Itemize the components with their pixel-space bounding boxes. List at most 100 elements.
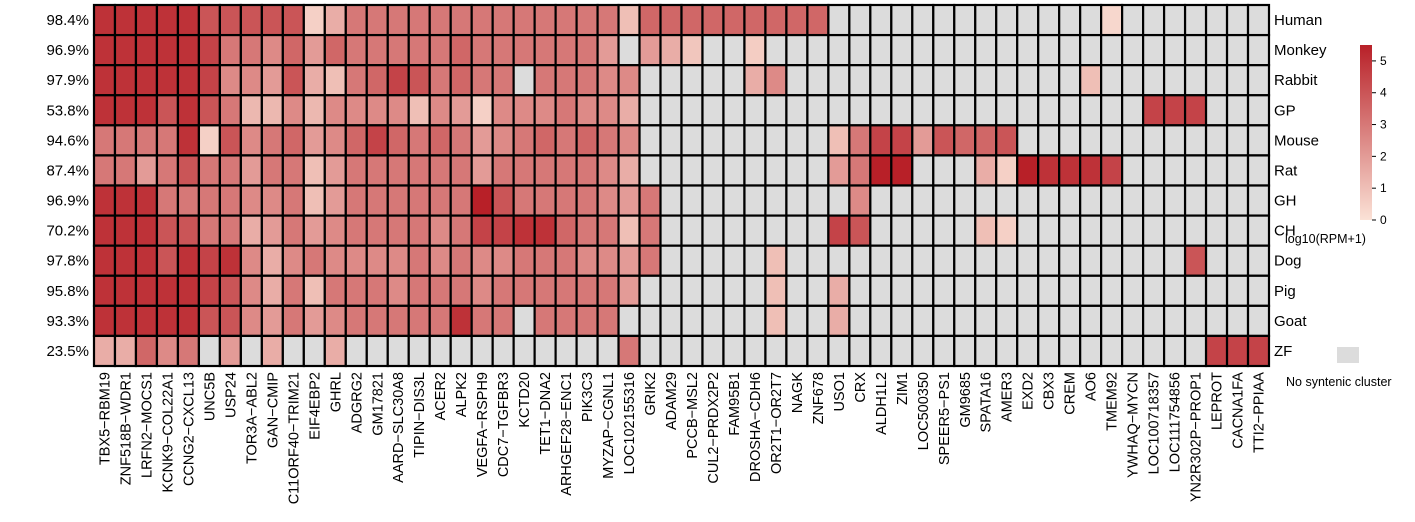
column-label: FAM95B1 bbox=[727, 372, 743, 436]
row-percentage: 53.8% bbox=[46, 102, 89, 119]
heatmap-cell bbox=[281, 214, 305, 247]
heatmap-cell bbox=[995, 244, 1019, 277]
heatmap-cell bbox=[995, 154, 1019, 187]
heatmap-cell bbox=[1246, 334, 1271, 368]
heatmap-cell bbox=[512, 64, 536, 97]
heatmap-cell bbox=[596, 184, 620, 217]
heatmap-cell bbox=[1204, 124, 1229, 157]
heatmap-cell bbox=[1016, 64, 1040, 97]
heatmap-cell bbox=[344, 184, 368, 217]
heatmap-cell bbox=[932, 184, 956, 217]
heatmap-cell bbox=[848, 94, 872, 127]
heatmap-cell bbox=[1058, 94, 1082, 127]
heatmap-cell bbox=[680, 3, 704, 37]
row-label: GH bbox=[1274, 193, 1297, 210]
heatmap-cell bbox=[554, 334, 578, 368]
row-percentage: 23.5% bbox=[46, 343, 89, 360]
heatmap-cell bbox=[827, 304, 851, 338]
heatmap-cell bbox=[1121, 334, 1145, 368]
column-label: LOC111754856 bbox=[1168, 372, 1184, 472]
heatmap-cell bbox=[1016, 334, 1040, 368]
heatmap-cell bbox=[512, 33, 536, 67]
heatmap-cell bbox=[428, 334, 452, 368]
row-percentage: 98.4% bbox=[46, 12, 89, 29]
heatmap-cell bbox=[449, 64, 473, 97]
heatmap-cell bbox=[806, 184, 830, 217]
heatmap-cell bbox=[1037, 94, 1061, 127]
heatmap-cell bbox=[575, 64, 599, 97]
colorbar-ticks: 0 1 2 3 4 5 bbox=[1372, 54, 1387, 227]
heatmap-cell bbox=[302, 3, 326, 37]
heatmap-cell bbox=[848, 244, 872, 277]
row-percentage: 96.9% bbox=[46, 193, 89, 210]
heatmap-cell bbox=[827, 94, 851, 127]
column-label: GAN−CMIP bbox=[265, 372, 281, 448]
heatmap-cell bbox=[827, 64, 851, 97]
heatmap-cell bbox=[1121, 154, 1145, 187]
heatmap-cell bbox=[722, 33, 746, 67]
heatmap-cell bbox=[701, 274, 725, 307]
heatmap-cell bbox=[974, 33, 998, 67]
heatmap-cell bbox=[1079, 244, 1103, 277]
heatmap-cell bbox=[596, 244, 620, 277]
colorbar: 0 1 2 3 4 5 log10(RPM+1) bbox=[1285, 45, 1387, 246]
heatmap-cell bbox=[1162, 154, 1187, 187]
heatmap-cell bbox=[1162, 94, 1187, 127]
heatmap-cell bbox=[785, 214, 809, 247]
heatmap-cell bbox=[869, 334, 893, 368]
heatmap-cell bbox=[1121, 244, 1145, 277]
heatmap-cell bbox=[722, 334, 746, 368]
heatmap-cell bbox=[176, 274, 201, 307]
heatmap-cell bbox=[365, 244, 389, 277]
heatmap-cell bbox=[911, 214, 935, 247]
heatmap-cell bbox=[617, 244, 641, 277]
column-label: TMEM92 bbox=[1105, 372, 1121, 431]
heatmap-cell bbox=[1079, 214, 1103, 247]
heatmap-cell bbox=[407, 64, 431, 97]
heatmap-cell bbox=[764, 3, 788, 37]
heatmap-cell bbox=[491, 33, 515, 67]
heatmap-cell bbox=[743, 3, 767, 37]
heatmap-cell bbox=[659, 124, 683, 157]
heatmap-cell bbox=[890, 154, 914, 187]
heatmap-cell bbox=[1100, 94, 1124, 127]
heatmap-cell bbox=[827, 33, 851, 67]
heatmap-cell bbox=[1037, 214, 1061, 247]
heatmap-cell bbox=[869, 3, 893, 37]
heatmap-cell bbox=[1204, 33, 1229, 67]
heatmap-cell bbox=[1100, 3, 1124, 37]
heatmap-cell bbox=[953, 33, 977, 67]
column-label: ZIM1 bbox=[895, 372, 911, 405]
heatmap-cell bbox=[113, 304, 138, 338]
column-label: TTI2−PPIAA bbox=[1252, 372, 1268, 453]
heatmap-cell bbox=[344, 304, 368, 338]
heatmap-cell bbox=[1162, 64, 1187, 97]
column-label: LEPROT bbox=[1210, 372, 1226, 430]
heatmap-cell bbox=[1204, 334, 1229, 368]
column-label: PCCB−MSL2 bbox=[685, 372, 701, 459]
heatmap-cell bbox=[953, 244, 977, 277]
heatmap-cell bbox=[701, 64, 725, 97]
heatmap-cell bbox=[302, 274, 326, 307]
row-label: Pig bbox=[1274, 283, 1296, 300]
heatmap-cell bbox=[1162, 33, 1187, 67]
heatmap-cell bbox=[869, 304, 893, 338]
heatmap-cell bbox=[575, 304, 599, 338]
heatmap-cell bbox=[995, 334, 1019, 368]
heatmap-cell bbox=[617, 304, 641, 338]
heatmap-cell bbox=[92, 3, 117, 37]
heatmap-cell bbox=[134, 214, 159, 247]
heatmap-cell bbox=[890, 184, 914, 217]
heatmap-cell bbox=[617, 274, 641, 307]
column-label: VEGFA−RSPH9 bbox=[475, 372, 491, 477]
heatmap-cell bbox=[1058, 334, 1082, 368]
heatmap-cell bbox=[323, 214, 347, 247]
heatmap-cell bbox=[680, 304, 704, 338]
row-percentage: 87.4% bbox=[46, 162, 89, 179]
heatmap-cell bbox=[386, 304, 410, 338]
heatmap-cell bbox=[827, 334, 851, 368]
heatmap-cell bbox=[260, 33, 284, 67]
heatmap-cell bbox=[1183, 334, 1208, 368]
heatmap-cell bbox=[974, 274, 998, 307]
column-label: CCNG2−CXCL13 bbox=[181, 372, 197, 486]
